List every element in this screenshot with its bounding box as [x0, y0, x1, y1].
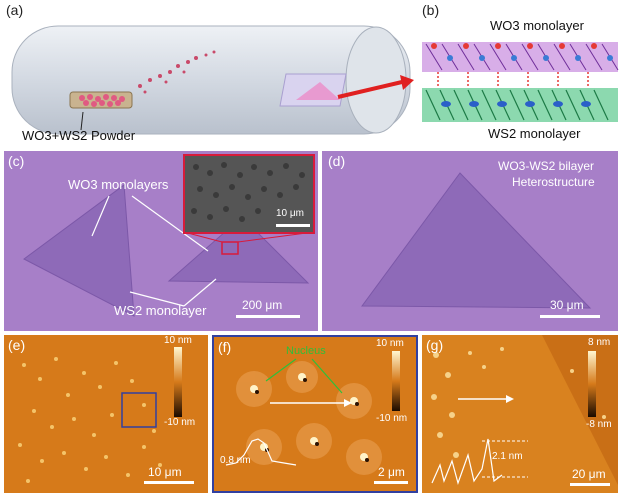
panel-label: (f) [218, 339, 232, 355]
panel-d: (d) WO3-WS2 bilayer Heterostructure 30 μ… [322, 151, 618, 331]
tube-furnace-illustration [11, 25, 414, 135]
panel-g: (g) 8 nm -8 nm 2.1 nm 20 μm [422, 335, 618, 493]
panel-a: (a) WO3+WS2 Powder [0, 0, 415, 150]
colorbar-min-label: -8 nm [586, 419, 612, 430]
afm-image-e [18, 347, 194, 484]
colorbar-min-label: -10 nm [164, 417, 196, 428]
panel-f: (f) Nucleus 10 nm -10 nm 0.8 nm 2 μm [212, 335, 418, 493]
colorbar-icon [392, 351, 400, 411]
colorbar-min-label: -10 nm [376, 413, 408, 424]
arrow-icon [344, 399, 352, 407]
optical-image-d [361, 172, 600, 318]
optical-image-c [23, 154, 315, 318]
step-height-label: 0.8 nm [220, 455, 251, 466]
ws2-monolayer-label: WS2 monolayer [488, 126, 581, 141]
colorbar-icon [174, 347, 182, 417]
colorbar-max-label: 8 nm [588, 337, 611, 348]
scale-label: 30 μm [550, 298, 584, 312]
panel-b: (b) WO3 monolayer WS2 monolayer [418, 0, 622, 150]
heterostructure-title: WO3-WS2 bilayer [498, 159, 595, 173]
afm-image-g [422, 335, 618, 493]
scale-label: 20 μm [572, 467, 606, 481]
heterostructure-subtitle: Heterostructure [512, 175, 595, 189]
panel-e: (e) 10 nm -10 nm 10 μm [4, 335, 208, 493]
panel-label: (c) [8, 153, 25, 169]
crystal-structure-illustration [422, 42, 619, 122]
panel-label: (g) [426, 337, 444, 353]
colorbar-max-label: 10 nm [376, 338, 404, 349]
panel-c: (c) WO3 monolayers WS2 monolayer 10 μm 2… [4, 151, 318, 331]
inset-scale-label: 10 μm [276, 208, 304, 219]
colorbar-icon [588, 351, 596, 417]
powder-label: WO3+WS2 Powder [22, 128, 136, 143]
colorbar-max-label: 10 nm [164, 335, 192, 346]
scale-label: 2 μm [378, 465, 405, 479]
arrow-icon [400, 75, 414, 90]
panel-label: (d) [328, 153, 346, 169]
scale-label: 200 μm [242, 298, 283, 312]
nucleus-annotation: Nucleus [286, 345, 326, 357]
ws2-monolayer-annotation: WS2 monolayer [114, 303, 207, 318]
panel-label: (b) [422, 2, 440, 18]
panel-label: (a) [6, 2, 24, 18]
wo3-monolayer-label: WO3 monolayer [490, 18, 584, 33]
panel-label: (e) [8, 337, 26, 353]
scale-label: 10 μm [148, 465, 182, 479]
arrow-icon [506, 395, 514, 403]
afm-image-f [225, 351, 408, 484]
step-height-label: 2.1 nm [492, 451, 523, 462]
wo3-monolayers-annotation: WO3 monolayers [68, 177, 169, 192]
